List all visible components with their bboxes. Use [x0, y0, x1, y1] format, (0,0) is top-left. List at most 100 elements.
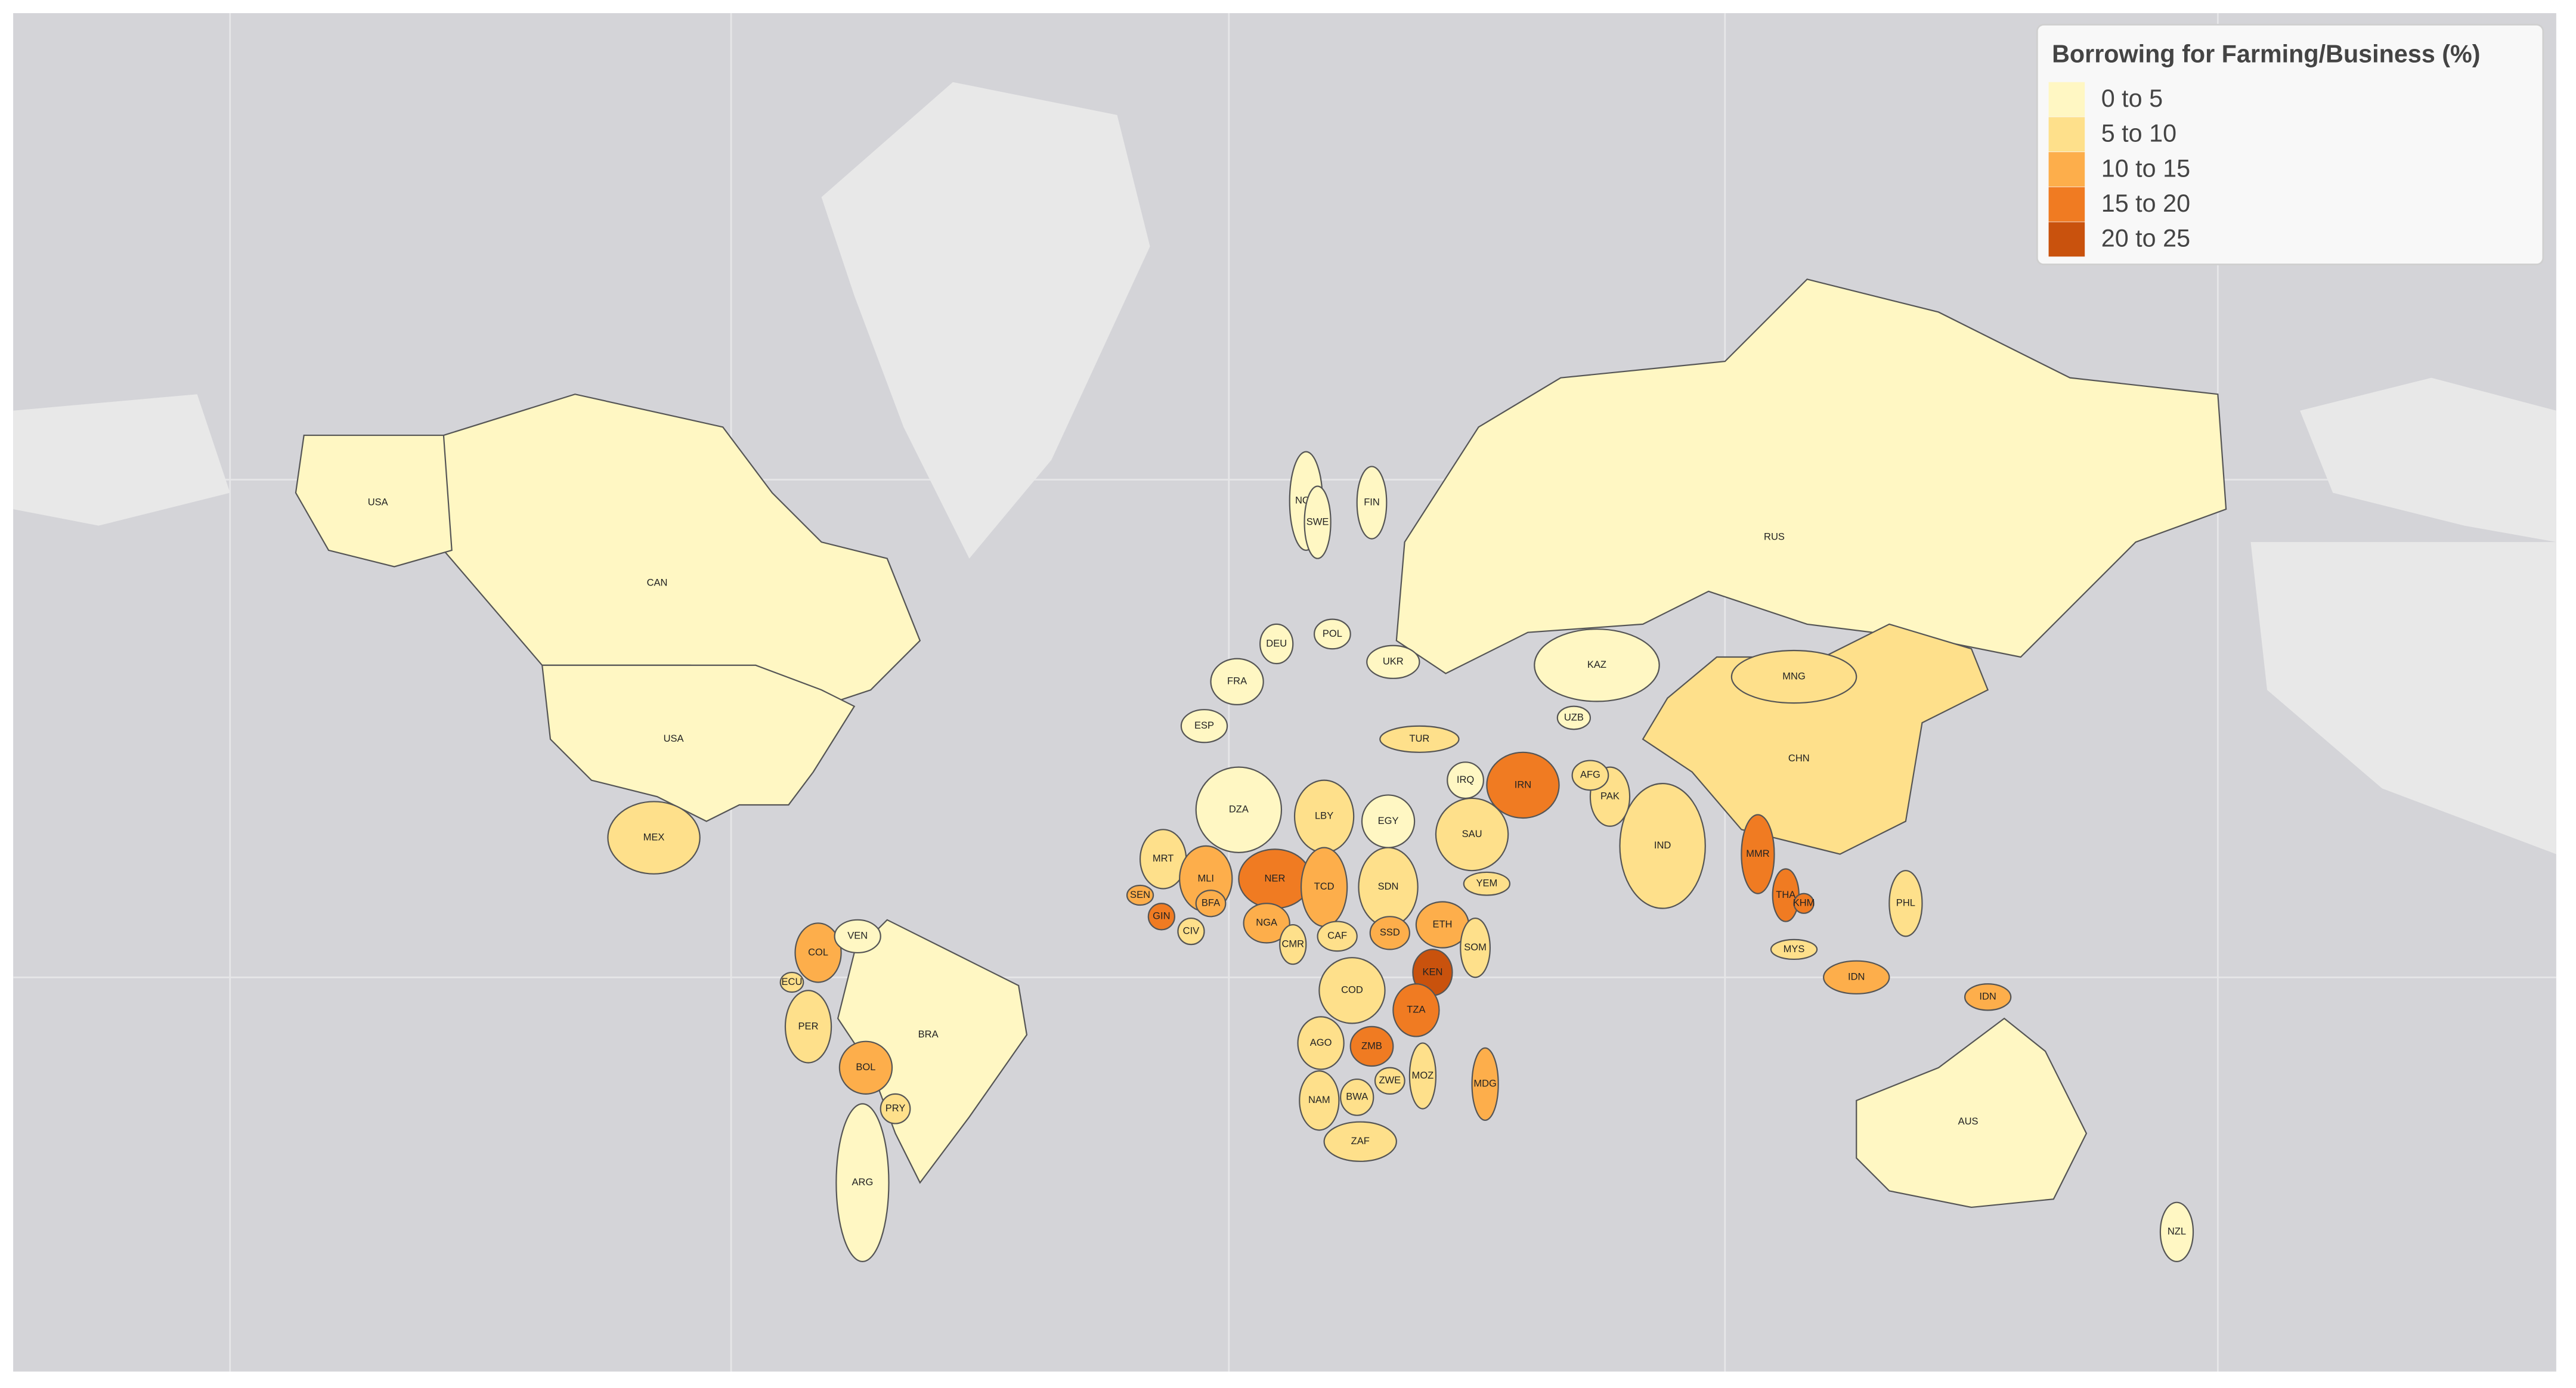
country-code: UKR	[1383, 656, 1404, 667]
country-code: SDN	[1378, 881, 1399, 892]
country-code: ZWE	[1379, 1074, 1401, 1086]
basemap-land	[13, 82, 2556, 854]
country-code: BWA	[1346, 1091, 1368, 1102]
country-code: PRY	[886, 1102, 906, 1114]
country-shape	[1556, 705, 1592, 730]
country-shape	[880, 1093, 911, 1124]
country-code: BOL	[856, 1061, 875, 1073]
country-code: USA	[664, 733, 684, 744]
country-code: ZAF	[1351, 1135, 1370, 1147]
country-shape	[794, 922, 842, 983]
greenland	[821, 82, 1150, 559]
country-code: KHM	[1793, 897, 1815, 909]
country-code: KEN	[1422, 966, 1442, 977]
country-shape	[1299, 1070, 1340, 1131]
country-shape	[1356, 466, 1388, 540]
country-shape	[1366, 645, 1420, 679]
country-code: THA	[1776, 889, 1795, 900]
country-shape	[1447, 761, 1484, 800]
country-shape	[1147, 903, 1176, 931]
country-code: MMR	[1746, 848, 1770, 859]
country-code: ECU	[782, 976, 803, 987]
country-code: FIN	[1364, 496, 1380, 507]
country-code: IND	[1654, 839, 1671, 851]
country-shape	[1318, 957, 1386, 1024]
country-shape	[1297, 1016, 1345, 1070]
country-shape	[1180, 709, 1228, 743]
country-shape	[838, 1040, 893, 1095]
country-code: YEM	[1476, 878, 1497, 889]
country-code: CAN	[647, 577, 668, 588]
country-shape	[1856, 1017, 2088, 1209]
country-code: VEN	[847, 930, 868, 941]
country-code: SWE	[1306, 516, 1329, 527]
legend-box	[2036, 23, 2544, 265]
legend-label: 5 to 10	[2101, 120, 2176, 147]
country-shape	[1313, 618, 1351, 650]
country-code: TUR	[1409, 733, 1429, 744]
country-shape	[1323, 1121, 1397, 1162]
country-code: NZL	[2168, 1226, 2186, 1237]
legend: Borrowing for Farming/Business (%) 0 to …	[2036, 23, 2544, 265]
country-shape	[1177, 917, 1205, 946]
country-code: GIN	[1153, 910, 1170, 922]
country-code: DEU	[1266, 637, 1287, 649]
legend-swatch	[2048, 117, 2085, 152]
countries: CANUSAUSARUSCHNBRAAUSMEXMNGKAZINDIRNPAKA…	[295, 278, 2227, 1262]
country-code: SOM	[1464, 941, 1487, 953]
country-code: ARG	[852, 1176, 874, 1188]
country-code: IDN	[1848, 971, 1865, 983]
country-code: AGO	[1310, 1037, 1332, 1048]
country-shape	[1770, 938, 1818, 961]
country-code: RUS	[1764, 531, 1785, 542]
legend-swatch	[2048, 187, 2085, 222]
country-shape	[1534, 628, 1660, 702]
country-code: BFA	[1202, 897, 1220, 909]
land	[13, 394, 230, 526]
country-code: POL	[1323, 628, 1342, 639]
legend-swatch	[2048, 152, 2085, 187]
legend-label: 10 to 15	[2101, 154, 2190, 182]
country-code: FRA	[1227, 676, 1247, 687]
land	[2250, 542, 2556, 854]
country-shape	[1195, 766, 1283, 853]
country-shape	[607, 801, 701, 875]
country-code: MDG	[1473, 1078, 1497, 1089]
country-shape	[837, 919, 1028, 1184]
legend-label: 20 to 25	[2101, 225, 2190, 252]
country-code: PAK	[1600, 791, 1620, 802]
country-code: USA	[368, 496, 388, 507]
country-shape	[1243, 903, 1290, 944]
country-shape	[295, 434, 453, 568]
country-code: IRN	[1515, 779, 1531, 790]
country-code: NER	[1265, 872, 1286, 884]
country-shape	[1340, 1078, 1374, 1116]
country-code: NGA	[1256, 917, 1277, 928]
legend-label: 0 to 5	[2101, 85, 2163, 112]
country-code: CHN	[1788, 752, 1810, 764]
country-shape	[1379, 725, 1460, 753]
country-code: PER	[798, 1020, 819, 1031]
country-shape	[1126, 884, 1154, 906]
country-shape	[1619, 783, 1706, 909]
legend-swatch	[2048, 82, 2085, 117]
country-shape	[1730, 649, 1857, 704]
country-code: IDN	[1979, 991, 1996, 1002]
country-shape	[1349, 1025, 1394, 1067]
country-code: ESP	[1194, 720, 1214, 731]
country-shape	[1888, 870, 1923, 937]
country-code: SSD	[1380, 927, 1400, 938]
country-code: SEN	[1130, 889, 1150, 900]
country-code: CAF	[1327, 930, 1347, 941]
country-code: SAU	[1462, 828, 1482, 839]
country-code: EGY	[1378, 815, 1399, 826]
country-shape	[1964, 983, 2012, 1011]
country-code: DZA	[1229, 804, 1249, 815]
country-code: AUS	[1958, 1116, 1979, 1127]
country-shape	[834, 919, 881, 954]
country-code: NAM	[1308, 1094, 1330, 1105]
country-shape	[1793, 893, 1815, 914]
country-shape	[1460, 917, 1491, 978]
country-shape	[1259, 623, 1294, 665]
